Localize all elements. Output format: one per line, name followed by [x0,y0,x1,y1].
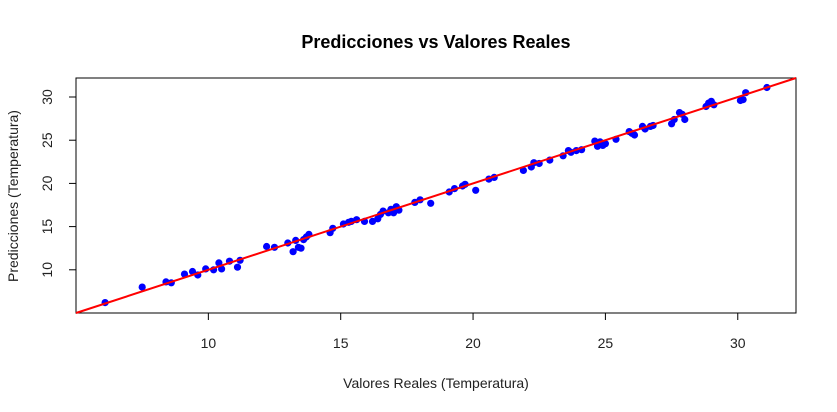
y-tick-label: 30 [39,89,55,105]
data-point [297,244,305,252]
data-point [427,199,435,207]
data-point [681,115,689,124]
x-tick-label: 20 [465,335,481,351]
data-point [263,242,271,251]
x-axis: 10 15 20 25 30 [201,312,746,351]
y-tick-label: 25 [39,132,55,148]
x-axis-label: Valores Reales (Temperatura) [343,375,529,391]
data-point [739,96,747,104]
x-tick-label: 15 [333,335,349,351]
data-point [289,248,297,256]
reference-line-layer [75,77,797,314]
data-point [472,186,480,194]
data-points [101,83,771,307]
data-point [601,140,610,148]
data-point [630,131,639,139]
chart-title: Predicciones vs Valores Reales [301,32,570,52]
x-tick-label: 30 [730,335,746,351]
data-point [233,263,242,271]
y-axis-label: Predicciones (Temperatura) [5,110,21,282]
data-point [188,267,197,276]
y-tick-label: 10 [39,262,55,278]
data-point [180,270,189,278]
y-tick-label: 15 [39,219,55,235]
y-axis: 10 15 20 25 30 [39,89,77,278]
data-point [215,259,223,267]
data-point [138,283,146,291]
x-tick-label: 10 [201,335,217,351]
reference-line [75,77,797,314]
x-tick-label: 25 [598,335,614,351]
y-tick-label: 20 [39,175,55,191]
